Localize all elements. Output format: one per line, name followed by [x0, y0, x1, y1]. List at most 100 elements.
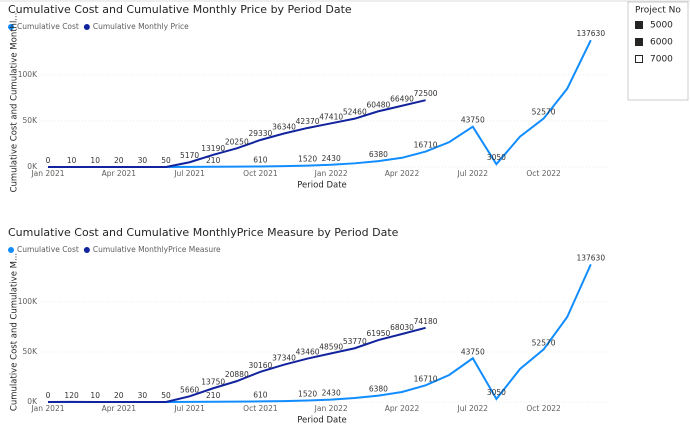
data-label: 5170	[180, 151, 199, 160]
data-label: 52460	[343, 108, 367, 117]
data-label: 52570	[532, 108, 556, 117]
y-tick-label: 50K	[23, 347, 39, 356]
data-label: 0	[46, 391, 51, 400]
checkbox[interactable]	[635, 21, 643, 29]
data-label: 5660	[180, 385, 199, 394]
x-tick-label: Jan 2021	[30, 404, 64, 413]
series-line	[48, 39, 592, 168]
data-label: 61950	[366, 329, 390, 338]
legend-label: Cumulative Monthly Price	[93, 22, 189, 31]
data-label: 3050	[487, 153, 506, 162]
data-label: 20880	[225, 370, 249, 379]
data-label: 16710	[414, 141, 438, 150]
data-label: 137630	[576, 253, 605, 262]
x-axis-title: Period Date	[297, 181, 347, 191]
legend-marker	[8, 24, 14, 30]
x-tick-label: Apr 2021	[102, 404, 137, 413]
y-tick-label: 100K	[18, 297, 38, 306]
x-tick-label: Apr 2022	[385, 404, 420, 413]
chart-title: Cumulative Cost and Cumulative Monthly P…	[8, 3, 352, 16]
data-label: 13750	[201, 377, 225, 386]
y-tick-label: 0K	[27, 397, 38, 406]
data-label: 10	[67, 156, 77, 165]
line-chart: Cumulative Cost and Cumulative Monthly P…	[8, 3, 610, 192]
x-tick-label: Oct 2021	[243, 169, 278, 178]
data-label: 43460	[296, 348, 320, 357]
data-label: 13190	[201, 144, 225, 153]
legend-marker	[83, 24, 90, 30]
x-tick-label: Apr 2022	[385, 169, 420, 178]
chart-title: Cumulative Cost and Cumulative MonthlyPr…	[8, 226, 399, 239]
data-label: 43750	[461, 116, 485, 125]
y-tick-label: 100K	[18, 70, 38, 79]
legend-marker	[83, 247, 90, 253]
x-tick-label: Jan 2021	[30, 169, 64, 178]
legend-label: Cumulative Cost	[17, 245, 79, 254]
data-label: 52570	[532, 338, 556, 347]
data-label: 66490	[390, 95, 414, 104]
data-label: 10	[90, 391, 100, 400]
data-label: 42370	[296, 117, 320, 126]
slicer-item[interactable]: 5000	[650, 21, 673, 31]
data-label: 16710	[414, 374, 438, 383]
data-label: 68030	[390, 323, 414, 332]
series-line	[47, 99, 426, 168]
data-label: 210	[206, 391, 221, 400]
slicer-box	[627, 1, 689, 101]
x-tick-label: Oct 2022	[526, 404, 561, 413]
slicer-title: Project No	[635, 6, 681, 16]
x-tick-label: Jul 2021	[173, 169, 205, 178]
data-label: 29330	[248, 129, 272, 138]
data-label: 50	[161, 391, 171, 400]
legend-label: Cumulative Cost	[17, 22, 79, 31]
data-label: 3050	[487, 388, 506, 397]
data-label: 48590	[319, 342, 343, 351]
data-label: 6380	[369, 150, 388, 159]
data-label: 120	[64, 391, 79, 400]
x-tick-label: Oct 2021	[243, 404, 278, 413]
data-label: 210	[206, 156, 221, 165]
checkbox[interactable]	[635, 38, 643, 46]
data-label: 610	[253, 155, 268, 164]
slicer-item[interactable]: 6000	[650, 38, 673, 48]
data-label: 43750	[461, 347, 485, 356]
line-chart: Cumulative Cost and Cumulative MonthlyPr…	[8, 226, 610, 426]
data-label: 37340	[272, 354, 296, 363]
series-line	[48, 263, 592, 403]
y-tick-label: 0K	[27, 162, 38, 171]
x-tick-label: Apr 2021	[102, 169, 137, 178]
x-tick-label: Jul 2022	[457, 404, 489, 413]
data-label: 47410	[319, 112, 343, 121]
data-label: 20250	[225, 137, 249, 146]
y-axis-title: Cumulative Cost and Cumulative Monthl...	[10, 13, 20, 193]
checkbox[interactable]	[635, 55, 643, 63]
x-axis-title: Period Date	[297, 416, 347, 426]
data-label: 20	[114, 156, 124, 165]
slicer-item[interactable]: 7000	[650, 55, 673, 65]
data-label: 60480	[366, 100, 390, 109]
data-label: 10	[90, 156, 100, 165]
y-axis-title: Cumulative Cost and Cumulative M...	[10, 253, 20, 411]
data-label: 1520	[298, 389, 317, 398]
x-tick-label: Jan 2022	[314, 169, 348, 178]
x-tick-label: Jul 2022	[457, 169, 489, 178]
data-label: 2430	[322, 154, 341, 163]
slicer: Project No 5000 6000 7000	[627, 1, 689, 101]
x-tick-label: Oct 2022	[526, 169, 561, 178]
data-label: 20	[114, 391, 124, 400]
data-label: 50	[161, 156, 171, 165]
data-label: 36340	[272, 123, 296, 132]
data-label: 30160	[248, 361, 272, 370]
data-label: 6380	[369, 385, 388, 394]
series-line	[47, 326, 426, 403]
data-label: 1520	[298, 155, 317, 164]
data-label: 53770	[343, 337, 367, 346]
data-label: 2430	[322, 389, 341, 398]
legend-label: Cumulative MonthlyPrice Measure	[93, 245, 221, 254]
data-label: 72500	[414, 89, 438, 98]
data-label: 30	[138, 391, 148, 400]
data-label: 0	[46, 156, 51, 165]
y-tick-label: 50K	[23, 116, 39, 125]
data-label: 30	[138, 156, 148, 165]
